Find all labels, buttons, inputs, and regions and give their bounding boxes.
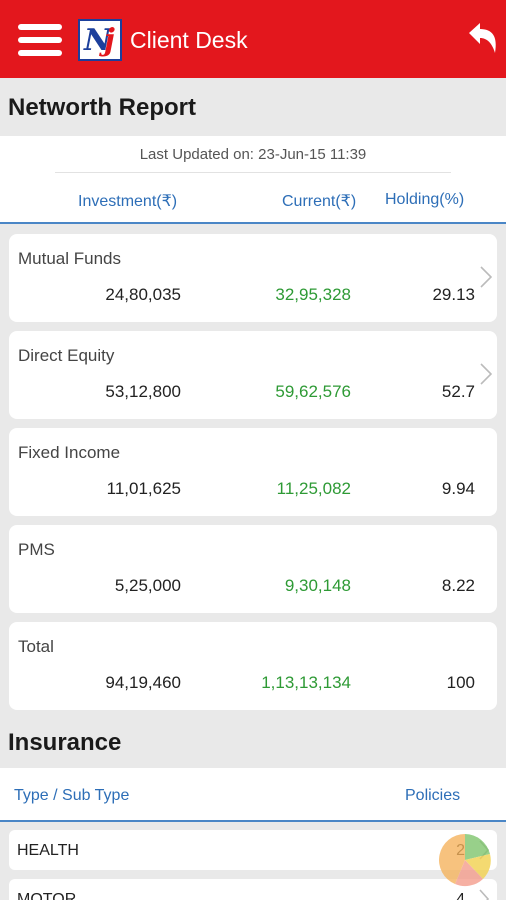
current-value: 59,62,576 <box>275 382 351 401</box>
row-label: MOTOR <box>17 891 77 900</box>
insurance-row-health[interactable]: HEALTH 2 <box>9 830 497 870</box>
current-value: 32,95,328 <box>275 285 351 304</box>
networth-row-total: Total 94,19,460 1,13,13,134 100 <box>9 622 497 710</box>
row-label: Direct Equity <box>18 346 115 365</box>
networth-row-mutual-funds[interactable]: Mutual Funds 24,80,035 32,95,328 29.13 <box>9 234 497 322</box>
chevron-right-icon <box>480 363 492 385</box>
last-updated: Last Updated on: 23-Jun-15 11:39 <box>139 146 367 163</box>
column-holding: Holding(%) <box>385 191 465 208</box>
row-label: PMS <box>18 540 55 559</box>
chevron-right-icon <box>480 266 492 288</box>
investment-value: 94,19,460 <box>105 673 181 692</box>
row-label: Mutual Funds <box>18 249 121 268</box>
investment-value: 24,80,035 <box>105 285 181 304</box>
networth-row-fixed-income: Fixed Income 11,01,625 11,25,082 9.94 <box>9 428 497 516</box>
row-label: Fixed Income <box>18 443 121 462</box>
policy-count: 4 <box>456 891 465 900</box>
investment-value: 53,12,800 <box>105 382 181 401</box>
investment-value: 5,25,000 <box>114 576 181 595</box>
column-investment: Investment(₹) <box>78 193 178 210</box>
networth-row-direct-equity[interactable]: Direct Equity 53,12,800 59,62,576 52.7 <box>9 331 497 419</box>
column-policies: Policies <box>405 787 461 804</box>
insurance-table-header: Type / Sub Type Policies <box>0 768 506 822</box>
column-current: Current(₹) <box>282 193 357 210</box>
back-icon[interactable] <box>464 20 500 60</box>
insurance-row-motor[interactable]: MOTOR 4 <box>9 879 497 900</box>
pie-chart-icon[interactable] <box>437 832 493 888</box>
chevron-right-icon <box>479 889 489 900</box>
holding-value: 8.22 <box>441 576 475 595</box>
holding-value: 52.7 <box>441 382 475 401</box>
row-label: Total <box>18 637 54 656</box>
networth-row-pms: PMS 5,25,000 9,30,148 8.22 <box>9 525 497 613</box>
networth-title: Networth Report <box>8 94 196 121</box>
menu-icon[interactable] <box>18 24 62 56</box>
holding-value: 9.94 <box>441 479 475 498</box>
current-value: 11,25,082 <box>276 479 351 498</box>
row-label: HEALTH <box>17 842 79 859</box>
column-type: Type / Sub Type <box>14 787 130 804</box>
holding-value: 29.13 <box>432 285 475 304</box>
holding-value: 100 <box>446 673 475 692</box>
insurance-title: Insurance <box>8 729 122 756</box>
investment-value: 11,01,625 <box>106 479 181 498</box>
current-value: 9,30,148 <box>284 576 351 595</box>
networth-table-header: Last Updated on: 23-Jun-15 11:39 Investm… <box>0 136 506 224</box>
current-value: 1,13,13,134 <box>261 673 351 692</box>
app-title: Client Desk <box>130 27 248 53</box>
